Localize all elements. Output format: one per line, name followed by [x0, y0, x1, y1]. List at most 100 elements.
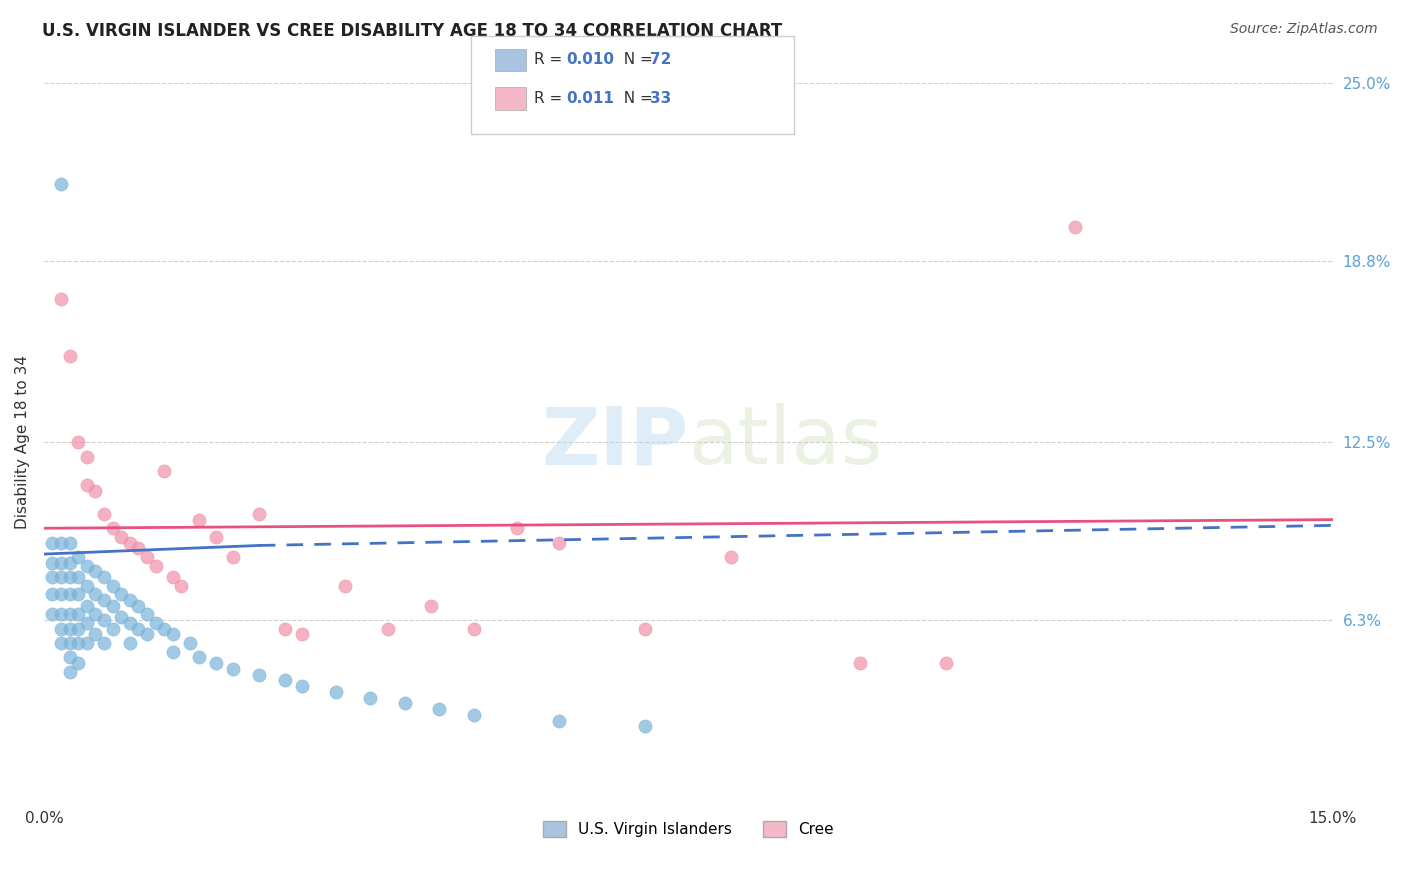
Point [59, 665, 82, 679]
Point [162, 627, 184, 641]
Point [59, 622, 82, 636]
Point [67, 656, 90, 670]
Point [110, 610, 132, 624]
Text: 0.010: 0.010 [567, 53, 614, 67]
Point [118, 636, 141, 650]
Point [76, 478, 98, 492]
Point [162, 570, 184, 584]
Point [93, 507, 115, 521]
Point [93, 570, 115, 584]
Point [247, 667, 270, 681]
Point [153, 464, 176, 478]
Point [359, 690, 381, 705]
Point [49, 622, 72, 636]
Point [101, 599, 124, 613]
Point [41, 556, 63, 570]
Point [41, 587, 63, 601]
Point [145, 615, 167, 630]
Text: ZIP: ZIP [541, 403, 689, 481]
Point [84, 564, 107, 578]
Point [41, 607, 63, 622]
Point [84, 587, 107, 601]
Point [136, 627, 159, 641]
Text: N =: N = [614, 53, 658, 67]
Text: 33: 33 [650, 91, 671, 105]
Point [634, 622, 657, 636]
Text: R =: R = [534, 91, 572, 105]
Point [935, 656, 957, 670]
Point [110, 587, 132, 601]
Point [118, 615, 141, 630]
Point [136, 549, 159, 564]
Text: U.S. VIRGIN ISLANDER VS CREE DISABILITY AGE 18 TO 34 CORRELATION CHART: U.S. VIRGIN ISLANDER VS CREE DISABILITY … [42, 22, 782, 40]
Point [394, 696, 416, 710]
Point [273, 622, 295, 636]
Point [273, 673, 295, 688]
Point [76, 599, 98, 613]
Point [84, 483, 107, 498]
Point [162, 645, 184, 659]
Point [204, 530, 226, 544]
Point [67, 435, 90, 450]
Point [93, 593, 115, 607]
Point [49, 292, 72, 306]
Point [118, 535, 141, 549]
Point [59, 587, 82, 601]
Point [67, 636, 90, 650]
Point [463, 622, 485, 636]
Point [84, 607, 107, 622]
Point [427, 702, 450, 716]
Point [76, 450, 98, 464]
Point [67, 549, 90, 564]
Text: 72: 72 [650, 53, 671, 67]
Point [291, 679, 314, 693]
Point [49, 570, 72, 584]
Point [67, 607, 90, 622]
Text: Source: ZipAtlas.com: Source: ZipAtlas.com [1230, 22, 1378, 37]
Point [49, 587, 72, 601]
Point [136, 607, 159, 622]
Point [548, 714, 571, 728]
Point [548, 535, 571, 549]
Point [127, 622, 149, 636]
Point [849, 656, 872, 670]
Point [291, 627, 314, 641]
Point [187, 650, 209, 665]
Point [59, 556, 82, 570]
Point [101, 579, 124, 593]
Y-axis label: Disability Age 18 to 34: Disability Age 18 to 34 [15, 355, 30, 529]
Point [377, 622, 399, 636]
Point [333, 579, 356, 593]
Point [118, 593, 141, 607]
Legend: U.S. Virgin Islanders, Cree: U.S. Virgin Islanders, Cree [537, 815, 839, 844]
Point [49, 636, 72, 650]
Point [76, 579, 98, 593]
Point [145, 558, 167, 573]
Point [505, 521, 527, 535]
Point [720, 549, 742, 564]
Point [76, 558, 98, 573]
Point [59, 607, 82, 622]
Point [101, 521, 124, 535]
Point [76, 615, 98, 630]
Point [1064, 219, 1087, 234]
Point [325, 685, 347, 699]
Point [67, 570, 90, 584]
Point [247, 507, 270, 521]
Point [634, 719, 657, 733]
Point [222, 549, 245, 564]
Point [59, 570, 82, 584]
Point [419, 599, 441, 613]
Text: N =: N = [614, 91, 658, 105]
Point [59, 650, 82, 665]
Point [93, 613, 115, 627]
Point [170, 579, 193, 593]
Point [84, 627, 107, 641]
Point [179, 636, 201, 650]
Point [49, 177, 72, 191]
Point [110, 530, 132, 544]
Point [59, 535, 82, 549]
Point [59, 636, 82, 650]
Point [187, 513, 209, 527]
Text: R =: R = [534, 53, 568, 67]
